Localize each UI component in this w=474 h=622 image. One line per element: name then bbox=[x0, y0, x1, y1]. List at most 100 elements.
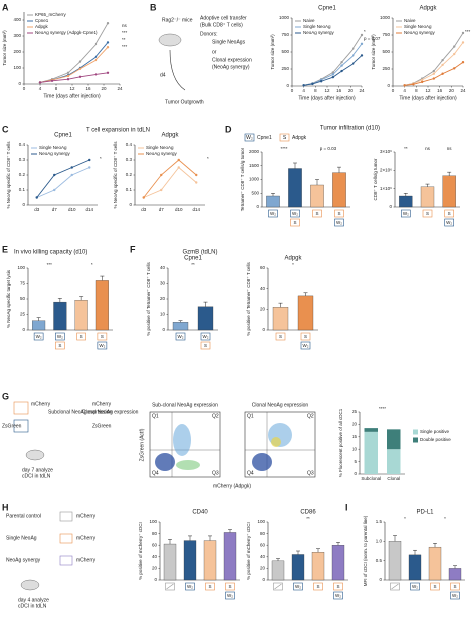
bar bbox=[271, 560, 285, 581]
icon-slash bbox=[274, 583, 282, 590]
icon bbox=[275, 332, 286, 341]
category-label: S bbox=[101, 334, 104, 339]
error-bar bbox=[433, 543, 437, 548]
error-bar bbox=[228, 529, 232, 533]
y-tick-label: 0 bbox=[286, 83, 289, 88]
x-tick-label: Subclonal bbox=[361, 476, 381, 481]
icon bbox=[268, 209, 278, 218]
y-tick-label: 500 bbox=[281, 49, 289, 54]
annotation: * bbox=[292, 262, 294, 267]
y-tick-label: 1.0 bbox=[376, 539, 383, 544]
point bbox=[461, 31, 465, 35]
flow-ylabel: ZsGreen (Actf) bbox=[139, 428, 145, 461]
point bbox=[331, 73, 335, 76]
y-tick-label: 1500 bbox=[249, 163, 260, 168]
bar bbox=[74, 300, 88, 331]
point bbox=[53, 173, 56, 177]
y-tick-label: 25 bbox=[352, 409, 358, 414]
bar bbox=[183, 540, 197, 581]
error-bar bbox=[278, 302, 283, 308]
diagram-text: Adoptive cell transfer bbox=[200, 15, 247, 21]
x-tick-label: 8 bbox=[55, 86, 58, 91]
point bbox=[66, 71, 70, 75]
quadrant: Q1 bbox=[152, 413, 159, 419]
x-tick-label: 24 bbox=[117, 86, 123, 91]
point bbox=[352, 62, 355, 65]
error-bar bbox=[208, 535, 212, 541]
x-tick-label: d7 bbox=[52, 207, 58, 212]
x-tick-label: 12 bbox=[69, 86, 75, 91]
x-tick-label: d10 bbox=[68, 207, 76, 212]
legend-label: KP65_mCherry bbox=[35, 12, 67, 17]
point bbox=[160, 173, 163, 177]
point bbox=[66, 78, 70, 81]
point bbox=[352, 54, 355, 57]
icon-text: W₂ bbox=[246, 135, 253, 141]
bar bbox=[399, 195, 413, 208]
point bbox=[340, 64, 343, 67]
point bbox=[360, 54, 364, 57]
y-tick-label: 0 bbox=[262, 577, 265, 582]
y-tick-label: 0.4 bbox=[126, 142, 133, 147]
cell bbox=[59, 555, 73, 566]
y-tick-label: 0 bbox=[22, 202, 25, 207]
legend-label: Single positive bbox=[420, 429, 450, 434]
category-label: S bbox=[228, 584, 231, 589]
icon bbox=[450, 582, 460, 591]
flow-box bbox=[149, 411, 221, 478]
point bbox=[66, 74, 70, 78]
y-axis-label: Tumor size (mm³) bbox=[371, 34, 376, 70]
error-bar bbox=[100, 275, 105, 281]
cell-cloud bbox=[176, 460, 200, 470]
legend-label: Adpgk bbox=[35, 24, 49, 29]
y-tick-label: 1000 bbox=[249, 177, 260, 182]
point bbox=[70, 166, 73, 169]
point bbox=[78, 67, 82, 71]
cell bbox=[59, 511, 73, 522]
y-tick-label: 0 bbox=[262, 327, 265, 332]
icon bbox=[55, 332, 65, 341]
error-bar bbox=[36, 317, 41, 321]
y-tick-label: 0 bbox=[22, 327, 25, 332]
error-bar bbox=[178, 320, 183, 323]
bar bbox=[172, 322, 189, 331]
icon bbox=[401, 209, 411, 218]
bar bbox=[288, 168, 302, 208]
annotation: p = 0.07 bbox=[364, 36, 381, 41]
icon bbox=[334, 218, 344, 227]
bar bbox=[428, 546, 442, 581]
diagram-text: or bbox=[212, 49, 217, 55]
category-label: W₂ bbox=[270, 211, 276, 216]
annotation: *** bbox=[47, 262, 53, 267]
icon bbox=[390, 582, 400, 591]
y-tick-label: 0.1 bbox=[126, 187, 133, 192]
point bbox=[420, 78, 424, 82]
bar bbox=[297, 295, 314, 331]
annotation: * bbox=[91, 262, 93, 267]
point bbox=[94, 55, 98, 58]
x-tick-label: 8 bbox=[415, 88, 418, 93]
y-tick-label: 0.1 bbox=[19, 187, 26, 192]
icon bbox=[290, 218, 300, 227]
diagram-text: mCherry bbox=[92, 401, 112, 407]
annotation: *** bbox=[122, 44, 128, 49]
legend-label: NeoAg synergy (Adpgk-Cpne1) bbox=[35, 30, 98, 35]
chart-title: Cpne1 bbox=[54, 133, 72, 139]
category-label: W₂ bbox=[403, 211, 409, 216]
icon bbox=[76, 332, 86, 341]
cell-cloud bbox=[155, 453, 175, 471]
icon bbox=[273, 582, 283, 591]
y-tick-label: 40 bbox=[260, 554, 266, 559]
y-tick-label: 100 bbox=[257, 519, 265, 524]
point bbox=[331, 75, 335, 79]
x-tick-label: d3 bbox=[34, 207, 40, 212]
y-tick-label: 400 bbox=[13, 17, 21, 22]
point bbox=[461, 41, 465, 44]
y-tick-label: 0.5 bbox=[376, 558, 383, 563]
y-tick-label: 0.3 bbox=[19, 157, 26, 162]
icon bbox=[430, 582, 440, 591]
bar bbox=[203, 540, 217, 581]
point bbox=[319, 80, 323, 83]
point bbox=[441, 72, 444, 75]
icon bbox=[444, 209, 454, 218]
